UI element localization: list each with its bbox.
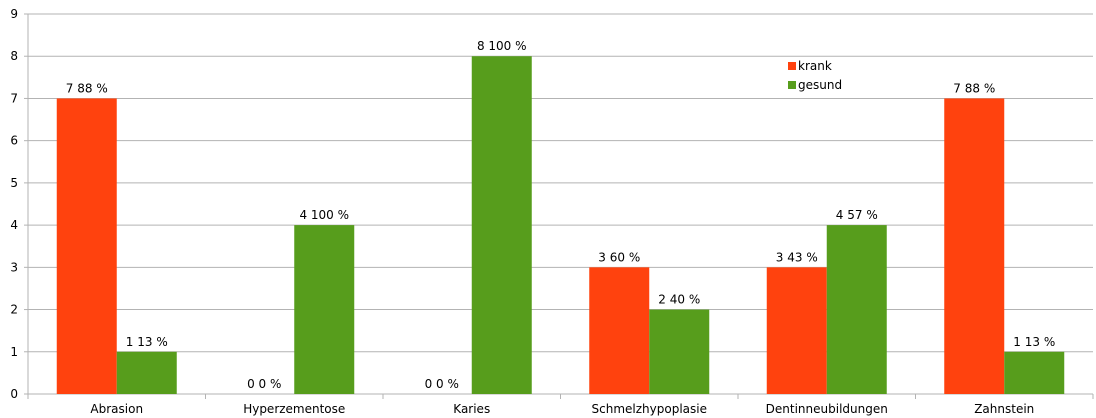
x-tick-label: Schmelzhypoplasie xyxy=(592,402,707,416)
data-label: 1 13 % xyxy=(1013,335,1055,349)
data-labels: 7 88 % 1 13 % 0 0 % 4 100 % 0 0 % 8 100 % 3 60… xyxy=(66,39,1055,391)
gridlines xyxy=(28,13,1093,395)
bar-krank-zahnstein xyxy=(944,98,1005,394)
legend-label-krank: krank xyxy=(798,59,832,73)
bar-gesund-schmelzhypoplasie xyxy=(649,309,710,394)
y-tick-label: 6 xyxy=(10,134,18,148)
data-label: 8 100 % xyxy=(477,39,527,53)
y-tick-label: 2 xyxy=(10,303,18,317)
data-label: 7 88 % xyxy=(953,81,995,95)
bar-gesund-abrasion xyxy=(116,351,177,394)
bar-krank-dentinneubildungen xyxy=(766,267,827,394)
data-label: 1 13 % xyxy=(126,335,168,349)
x-tick-label: Abrasion xyxy=(90,402,143,416)
data-label: 7 88 % xyxy=(66,81,108,95)
x-tick-label: Zahnstein xyxy=(974,402,1034,416)
legend-swatch-gesund xyxy=(788,81,796,89)
legend: krank gesund xyxy=(788,59,842,92)
data-label: 4 57 % xyxy=(836,208,878,222)
y-tick-label: 4 xyxy=(10,218,18,232)
bar-gesund-hyperzementose xyxy=(294,225,355,394)
data-label: 4 100 % xyxy=(299,208,349,222)
y-tick-label: 9 xyxy=(10,7,18,21)
x-tick-label: Dentinneubildungen xyxy=(766,402,888,416)
data-label: 3 43 % xyxy=(776,250,818,264)
y-tick-label: 8 xyxy=(10,49,18,63)
axes: 0 1 2 3 4 5 6 7 8 9 Abrasion Hyperzementose Karies Sc… xyxy=(10,7,1094,416)
y-tick-label: 1 xyxy=(10,345,18,359)
y-tick-label: 3 xyxy=(10,260,18,274)
data-label: 2 40 % xyxy=(658,293,700,307)
legend-label-gesund: gesund xyxy=(798,78,842,92)
y-tick-label: 5 xyxy=(10,176,18,190)
y-tick-label: 7 xyxy=(10,91,18,105)
data-label: 0 0 % xyxy=(425,377,459,391)
data-label: 0 0 % xyxy=(247,377,281,391)
x-tick-label: Hyperzementose xyxy=(243,402,345,416)
bar-gesund-karies xyxy=(471,56,532,394)
bar-krank-abrasion xyxy=(56,98,117,394)
legend-swatch-krank xyxy=(788,62,796,70)
y-tick-label: 0 xyxy=(10,387,18,401)
x-tick-label: Karies xyxy=(453,402,490,416)
bar-gesund-dentinneubildungen xyxy=(826,225,887,394)
bar-krank-schmelzhypoplasie xyxy=(589,267,650,394)
bars xyxy=(56,56,1065,394)
data-label: 3 60 % xyxy=(598,250,640,264)
bar-gesund-zahnstein xyxy=(1004,351,1065,394)
